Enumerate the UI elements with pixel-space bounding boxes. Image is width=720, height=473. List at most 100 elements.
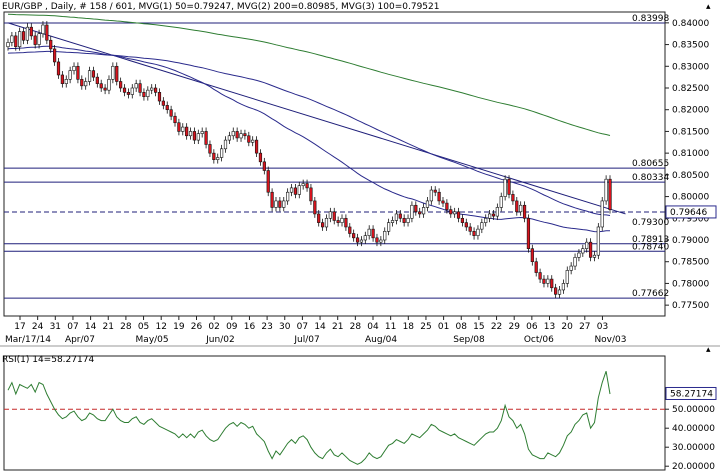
candle-body: [507, 178, 511, 195]
candle-body: [437, 191, 441, 202]
candle-body: [305, 183, 309, 189]
candle-body: [344, 217, 348, 228]
x-day-label: 14: [314, 322, 326, 332]
candle-body: [270, 191, 274, 208]
candle-body: [126, 92, 130, 95]
candle-body: [406, 217, 410, 223]
candle-body: [286, 191, 290, 202]
candle-body: [107, 79, 111, 91]
x-day-label: 02: [208, 322, 219, 332]
candle-body: [328, 211, 332, 219]
rsi-last-box: [665, 386, 717, 400]
candle-body: [460, 217, 465, 223]
x-day-label: 06: [526, 322, 538, 332]
price-level-label: 0.78740: [632, 242, 669, 252]
price-tick-label: 0.78000: [672, 279, 709, 289]
candle-body: [29, 26, 33, 37]
x-day-label: 13: [544, 322, 555, 332]
candle-body: [359, 239, 364, 243]
x-day-label: 24: [32, 322, 44, 332]
last-price-box: [665, 205, 717, 219]
price-tick-label: 0.82500: [672, 84, 709, 94]
candle-body: [515, 200, 519, 213]
candle-body: [72, 65, 76, 71]
candle-body: [453, 211, 457, 215]
candle-body: [561, 283, 565, 291]
price-tick-label: 0.83500: [672, 41, 709, 51]
candle-body: [464, 222, 468, 228]
price-tick-label: 0.79000: [672, 236, 709, 246]
x-day-label: 12: [155, 322, 166, 332]
candle-body: [76, 65, 80, 80]
x-day-label: 23: [261, 322, 272, 332]
candle-body: [37, 33, 41, 45]
candle-body: [550, 278, 554, 289]
candle-body: [472, 231, 476, 236]
candle-body: [394, 213, 398, 221]
candle-body: [239, 133, 243, 139]
candle-body: [142, 92, 146, 97]
x-day-label: 19: [173, 322, 185, 332]
chart-title: EUR/GBP , Daily, # 158 / 601, MVG(1) 50=…: [2, 2, 440, 12]
candle-body: [115, 65, 119, 82]
x-day-label: 31: [50, 322, 61, 332]
rsi-last-label: 58.27174: [670, 389, 713, 399]
candle-body: [402, 217, 406, 223]
candle-body: [173, 115, 177, 124]
candle-body: [313, 200, 317, 215]
x-day-label: 25: [420, 322, 431, 332]
candle-body: [476, 228, 480, 236]
x-day-label: 05: [138, 322, 149, 332]
candle-body: [309, 187, 313, 202]
price-level-label: 0.80655: [632, 159, 669, 169]
candle-body: [223, 139, 228, 150]
candle-body: [87, 70, 92, 82]
x-month-label: Nov/03: [594, 335, 626, 345]
candle-body: [282, 200, 286, 208]
candle-body: [220, 148, 224, 158]
candle-body: [10, 35, 14, 43]
candle-body: [53, 48, 57, 63]
candle-body: [68, 70, 72, 80]
candle-body: [134, 83, 138, 89]
rsi-title: RSI(1) 14=58.27174: [2, 355, 94, 365]
candle-body: [352, 233, 356, 239]
candle-body: [254, 139, 259, 154]
price-level-label: 0.78913: [632, 235, 669, 245]
panel-arrow-icon[interactable]: ▴: [706, 345, 711, 355]
rsi-tick-label: 30.00000: [672, 443, 715, 453]
candle-body: [383, 231, 387, 241]
candle-body: [511, 194, 515, 202]
x-day-label: 14: [85, 322, 97, 332]
candle-body: [247, 135, 251, 143]
candle-body: [91, 70, 96, 78]
price-level-label: 0.83998: [632, 14, 669, 24]
panel-arrow-icon[interactable]: ▴: [706, 2, 711, 12]
candle-body: [526, 217, 531, 249]
price-tick-label: 0.84000: [672, 19, 709, 29]
candle-body: [542, 278, 546, 284]
price-tick-label: 0.78500: [672, 258, 709, 268]
rsi-tick-label: 50.00000: [672, 405, 715, 415]
x-day-label: 03: [597, 322, 608, 332]
x-day-label: 21: [103, 322, 114, 332]
candle-body: [557, 289, 562, 295]
candle-body: [491, 213, 496, 217]
candle-body: [538, 272, 542, 280]
candle-body: [573, 257, 577, 267]
x-day-label: 22: [491, 322, 502, 332]
candle-body: [165, 105, 169, 111]
candle-body: [119, 81, 123, 89]
candle-body: [484, 217, 488, 223]
candle-body: [14, 35, 18, 48]
candle-body: [192, 131, 197, 141]
candle-body: [522, 204, 527, 219]
candle-body: [429, 189, 433, 202]
candle-body: [355, 237, 360, 243]
candle-body: [379, 239, 383, 243]
candle-body: [227, 135, 231, 141]
x-day-label: 29: [508, 322, 520, 332]
candle-body: [600, 200, 604, 228]
candle-body: [375, 237, 379, 243]
candle-body: [251, 139, 255, 143]
